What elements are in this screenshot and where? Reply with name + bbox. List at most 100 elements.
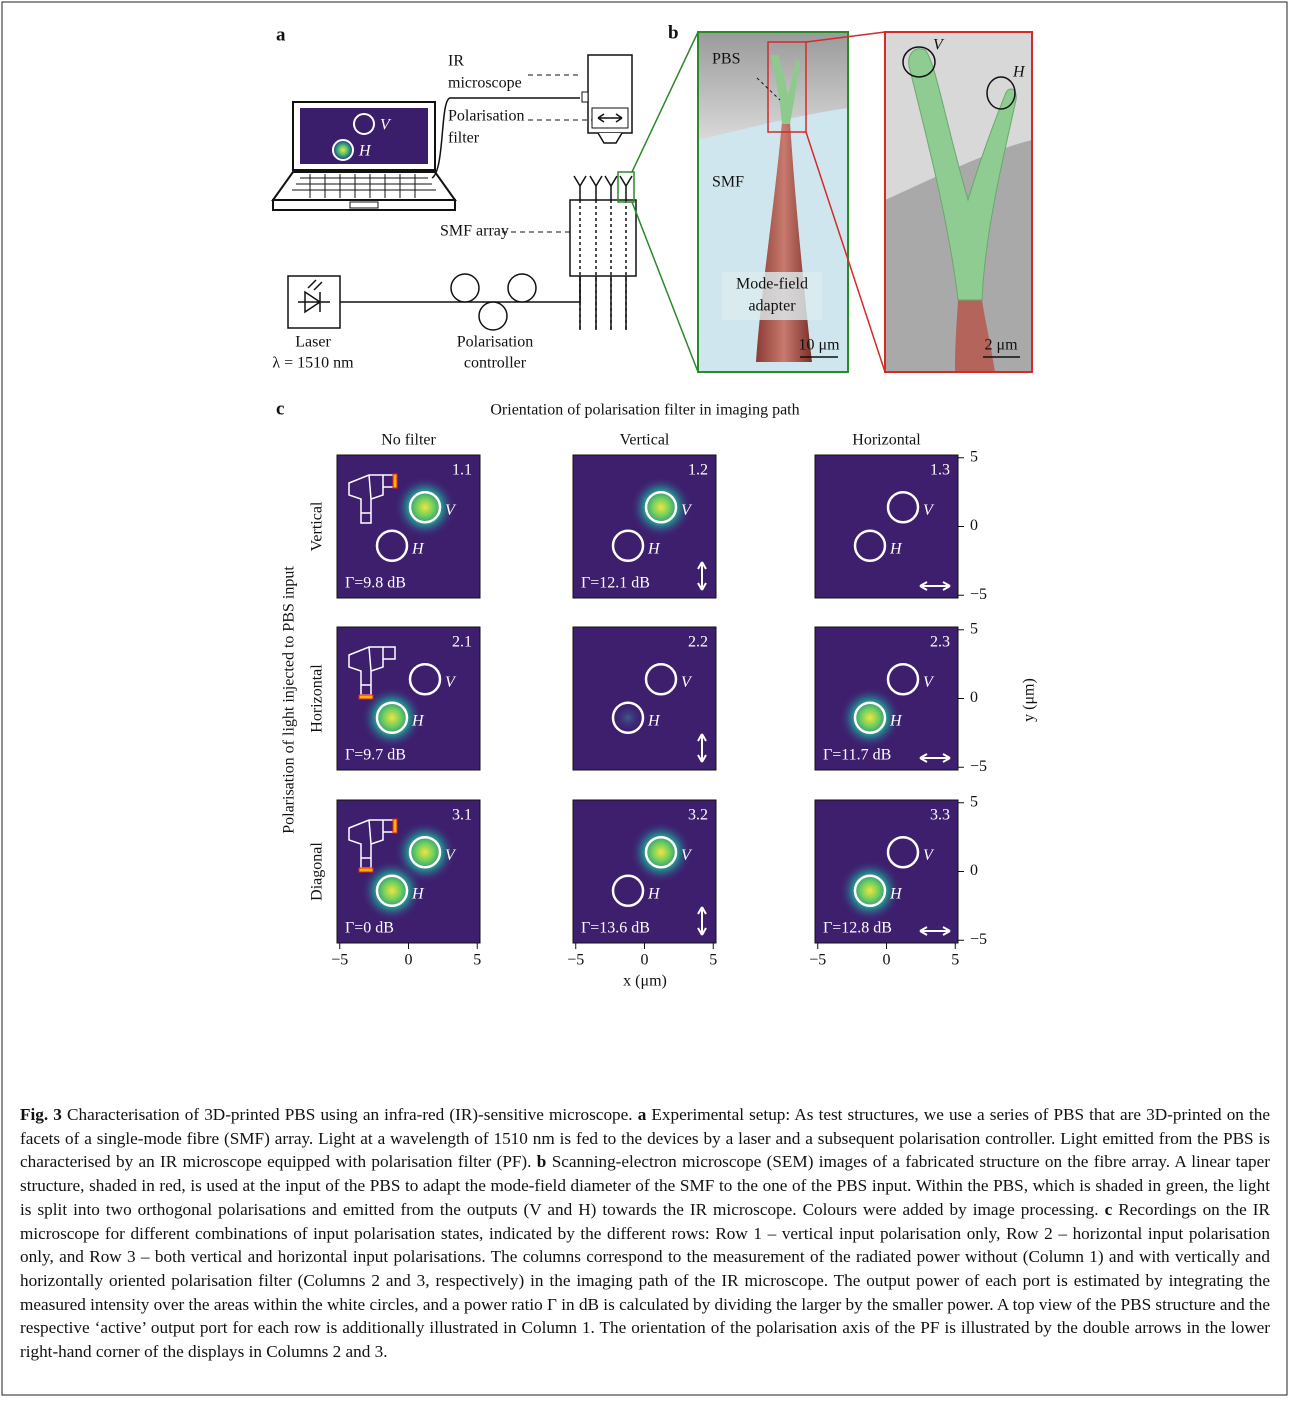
- paddle: [508, 274, 536, 302]
- gamma: Γ=9.7 dB: [345, 747, 406, 764]
- fig-label: Fig. 3: [20, 1105, 62, 1124]
- y-axis-label: y (μm): [1021, 678, 1038, 722]
- gamma: Γ=9.8 dB: [345, 575, 406, 592]
- label: a: [276, 24, 286, 45]
- panel-a: [273, 55, 636, 330]
- port: [582, 92, 588, 102]
- label: filter: [448, 130, 480, 147]
- port-label: H: [647, 885, 661, 902]
- x-tick-label: 5: [473, 952, 481, 969]
- label: microscope: [448, 75, 522, 92]
- label: IR: [448, 53, 464, 70]
- label: 10 μm: [798, 337, 840, 354]
- label: c: [276, 398, 284, 419]
- active-port: [393, 474, 397, 488]
- label: No filter: [381, 432, 436, 449]
- panel-id: 2.3: [930, 634, 950, 651]
- port-label: H: [647, 540, 661, 557]
- y-tick-label: −5: [970, 586, 987, 603]
- objective: [598, 133, 622, 143]
- row-axis-label: Polarisation of light injected to PBS in…: [281, 566, 298, 834]
- figure: a IR microscope Polarisation filter SMF array…: [0, 0, 1290, 1403]
- y-tick-label: −5: [970, 931, 987, 948]
- label: Mode-field: [736, 276, 808, 293]
- plot: VH1.2Γ=12.1 dB: [573, 455, 716, 598]
- panel-id: 3.2: [688, 807, 708, 824]
- y-tick-label: 5: [970, 448, 978, 465]
- plot: VH3.2Γ=13.6 dB: [573, 800, 716, 943]
- panel-id: 3.3: [930, 807, 950, 824]
- paddle: [451, 274, 479, 302]
- label: H: [1012, 64, 1026, 81]
- active-port: [393, 819, 397, 833]
- port-label: H: [889, 712, 903, 729]
- label: Horizontal: [852, 432, 921, 449]
- part-label: b: [537, 1152, 547, 1171]
- label: SMF: [712, 174, 744, 191]
- panel-id: 2.1: [452, 634, 472, 651]
- x-tick-label: 5: [709, 952, 717, 969]
- label: Vertical: [620, 432, 670, 449]
- x-tick-label: −5: [809, 952, 826, 969]
- row-label: Vertical: [309, 501, 326, 551]
- x-tick-label: 0: [883, 952, 891, 969]
- panel-id: 2.2: [688, 634, 708, 651]
- x-tick-label: 5: [951, 952, 959, 969]
- port-label: H: [889, 540, 903, 557]
- label: adapter: [748, 298, 796, 315]
- active-port: [359, 695, 373, 699]
- label: PBS: [712, 51, 740, 68]
- label: H: [358, 143, 372, 160]
- x-tick-label: 0: [641, 952, 649, 969]
- y-tick-label: 5: [970, 620, 978, 637]
- caption-text: Characterisation of 3D-printed PBS using…: [62, 1105, 638, 1124]
- plot: VH3.1Γ=0 dB: [337, 800, 480, 943]
- port-label: H: [647, 712, 661, 729]
- label: SMF array: [440, 223, 509, 240]
- panel-id: 3.1: [452, 807, 472, 824]
- plot: VH2.1Γ=9.7 dB: [337, 627, 480, 770]
- label: λ = 1510 nm: [272, 355, 354, 372]
- x-tick-label: −5: [331, 952, 348, 969]
- paddle: [479, 302, 507, 330]
- port-label: H: [411, 885, 425, 902]
- y-tick-label: 0: [970, 689, 978, 706]
- x-tick-label: 0: [405, 952, 413, 969]
- caption: Fig. 3 Characterisation of 3D-printed PB…: [20, 1103, 1270, 1364]
- part-label: a: [638, 1105, 647, 1124]
- gamma: Γ=12.8 dB: [823, 920, 892, 937]
- y-tick-label: 5: [970, 793, 978, 810]
- part-text: Recordings on the IR microscope for diff…: [20, 1200, 1270, 1361]
- fibres-out: [580, 276, 626, 330]
- label: Orientation of polarisation filter in im…: [490, 402, 799, 419]
- gamma: Γ=13.6 dB: [581, 920, 650, 937]
- plot: VH1.3: [815, 455, 958, 598]
- label: 2 μm: [984, 337, 1018, 354]
- label: controller: [464, 355, 527, 372]
- pbs-icons: [574, 176, 632, 200]
- y-tick-label: 0: [970, 517, 978, 534]
- label: Polarisation: [457, 334, 533, 351]
- port-label: H: [411, 712, 425, 729]
- panel-id: 1.1: [452, 462, 472, 479]
- label: b: [668, 22, 679, 43]
- gamma: Γ=12.1 dB: [581, 575, 650, 592]
- label: Polarisation: [448, 108, 524, 125]
- port-label: H: [411, 540, 425, 557]
- y-tick-label: 0: [970, 862, 978, 879]
- plot: VH2.3Γ=11.7 dB: [815, 627, 958, 770]
- zoom-lines: [632, 32, 698, 372]
- y-tick-label: −5: [970, 758, 987, 775]
- gamma: Γ=11.7 dB: [823, 747, 891, 764]
- row-label: Horizontal: [309, 664, 326, 733]
- row-label: Diagonal: [309, 842, 326, 901]
- label: Laser: [295, 334, 331, 351]
- panel-id: 1.2: [688, 462, 708, 479]
- plot: VH1.1Γ=9.8 dB: [337, 455, 480, 598]
- spot: [331, 138, 355, 162]
- panel-id: 1.3: [930, 462, 950, 479]
- gamma: Γ=0 dB: [345, 920, 394, 937]
- port-label: H: [889, 885, 903, 902]
- x-tick-label: −5: [567, 952, 584, 969]
- panel-b: [632, 32, 1032, 372]
